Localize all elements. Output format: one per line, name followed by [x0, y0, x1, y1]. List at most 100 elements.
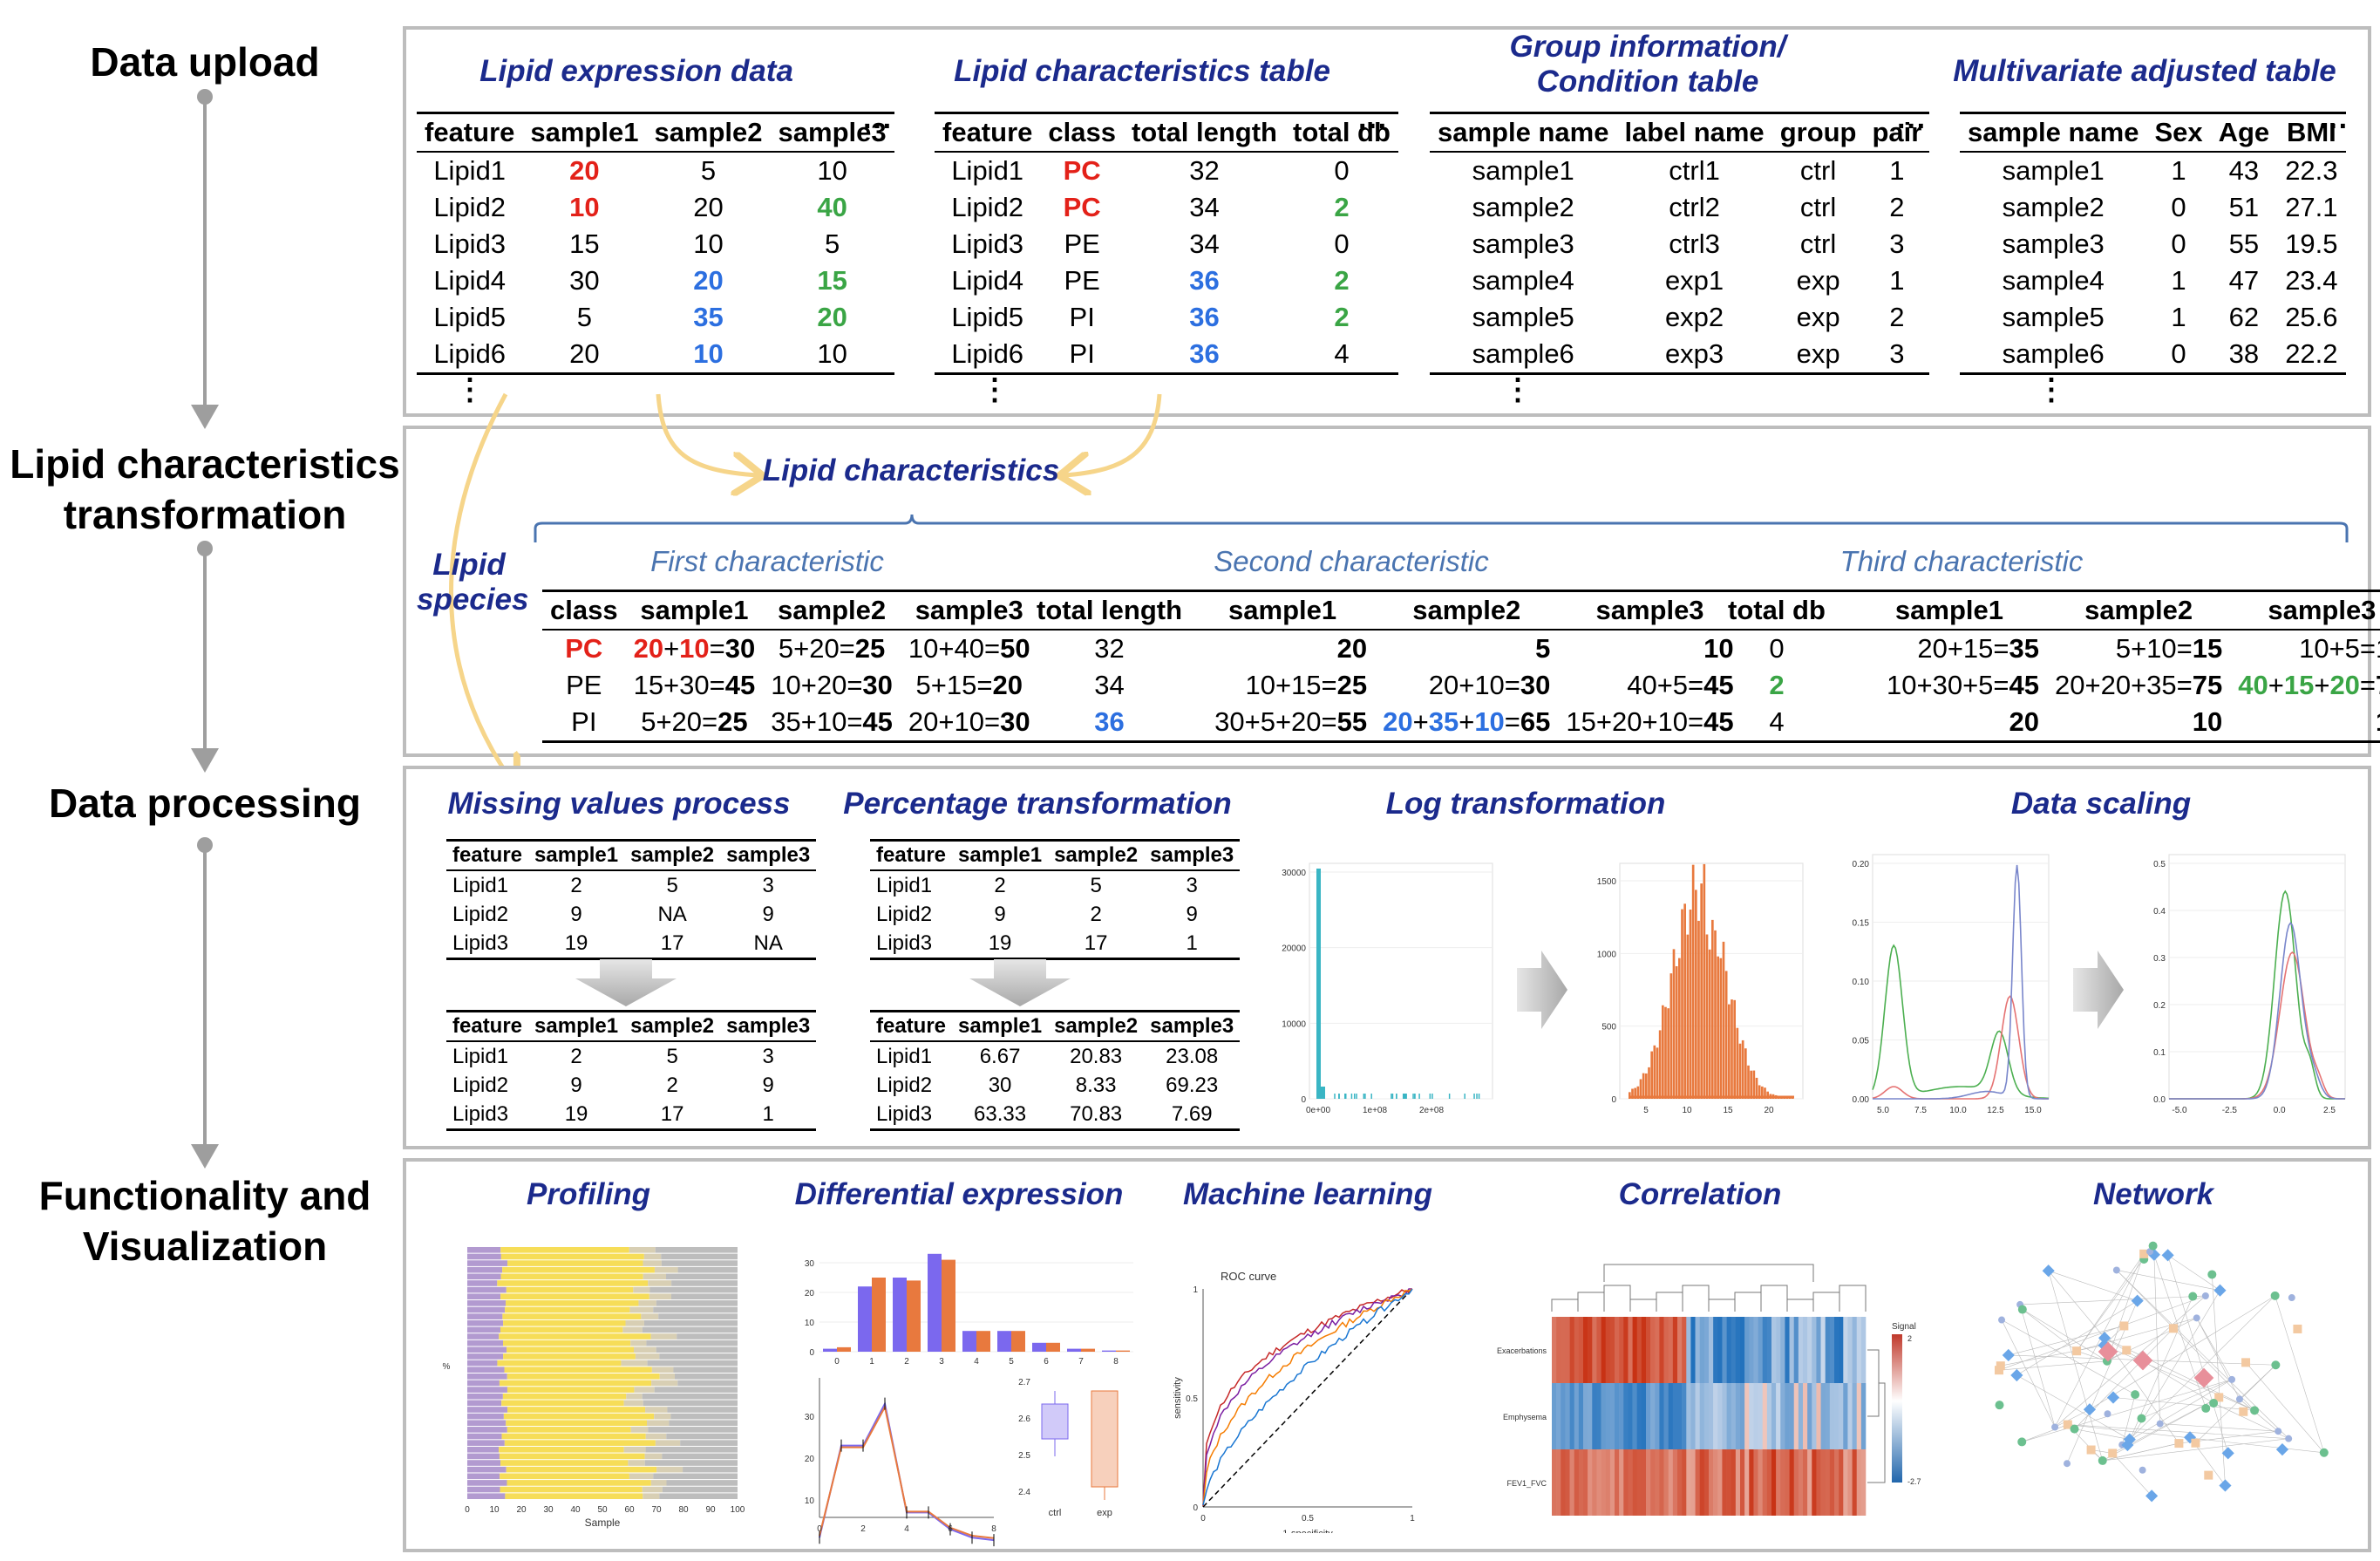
cell: 5+20=25: [778, 633, 886, 664]
table-row: sample3 ctrl3 ctrl 3: [1430, 226, 1929, 262]
cell: 9: [1186, 902, 1198, 926]
heatmap-cell: [1762, 1317, 1768, 1383]
heatmap-cell: [1713, 1317, 1718, 1383]
network-edge: [2104, 1338, 2179, 1444]
stacked-bar-segment: [499, 1333, 651, 1339]
network-edge: [2159, 1423, 2279, 1432]
header: sample2: [763, 590, 901, 631]
heatmap-cell: [1592, 1383, 1597, 1449]
heatmap-cell: [1556, 1449, 1561, 1516]
cell: Lipid3: [433, 228, 507, 259]
stacked-bar-segment: [467, 1293, 501, 1300]
stacked-bar-segment: [634, 1387, 655, 1393]
stacked-bar-segment: [500, 1253, 644, 1260]
stacked-bar-segment: [507, 1374, 660, 1380]
second-char-title: Second characteristic: [1214, 545, 1489, 577]
multi-hdots: ···: [2319, 110, 2349, 143]
cell: exp: [1796, 302, 1840, 332]
heatmap-cell: [1569, 1449, 1575, 1516]
network-node: [2139, 1466, 2146, 1474]
network-node: [2086, 1445, 2096, 1455]
cell: 0: [2171, 192, 2186, 222]
lipid-species-line2: species: [417, 583, 529, 617]
stacked-bar-segment: [467, 1319, 504, 1326]
heatmap-cell: [1578, 1449, 1584, 1516]
cell: 17: [624, 1100, 721, 1131]
stacked-bar-segment: [467, 1300, 507, 1306]
heatmap-cell: [1825, 1449, 1831, 1516]
lipid-species-title: Lipid species: [417, 548, 529, 617]
cell: 2: [1889, 302, 1905, 332]
heatmap-cell: [1843, 1317, 1848, 1383]
table-row: sample2 ctrl2 ctrl 2: [1430, 189, 1929, 226]
x-tick-label: 80: [678, 1505, 689, 1515]
expr-title: Lipid expression data: [479, 54, 793, 88]
stacked-bar-segment: [501, 1433, 646, 1440]
heatmap-cell: [1596, 1317, 1601, 1383]
cell: Lipid5: [433, 302, 507, 332]
heatmap-cell: [1588, 1449, 1593, 1516]
histogram-bar: [1724, 971, 1728, 1099]
stacked-bar-segment: [654, 1413, 671, 1420]
heatmap-cell: [1816, 1449, 1821, 1516]
y-tick-label: 2.6: [1018, 1414, 1030, 1424]
header: sample3: [1144, 839, 1241, 871]
missing-title: Missing values process: [447, 787, 791, 821]
network-node: [1994, 1366, 2003, 1375]
cell: 10: [770, 336, 894, 375]
multi-header: BMI: [2277, 112, 2346, 153]
cell: Lipid2: [452, 1073, 509, 1097]
cell: 0: [1769, 633, 1785, 664]
stacked-bar-segment: [499, 1453, 645, 1460]
heatmap-cell: [1843, 1383, 1848, 1449]
heatmap-cell: [1699, 1383, 1705, 1449]
stacked-bar-segment: [642, 1393, 738, 1400]
stacked-bar-segment: [641, 1313, 659, 1319]
heatmap-cell: [1749, 1317, 1754, 1383]
roc-chart: ROC curve 0 0.5 1 0 0.5 1 1-specificity sensitiv…: [1173, 1270, 1415, 1533]
heatmap-cell: [1632, 1383, 1638, 1449]
y-tick-label: 10: [805, 1496, 815, 1506]
x-tick-label: 100: [731, 1505, 745, 1515]
heatmap-cell: [1860, 1449, 1867, 1516]
x-tick-label: 4: [974, 1357, 979, 1367]
cell: 34: [1189, 192, 1220, 222]
network-edge: [2089, 1295, 2275, 1410]
cell: PE: [566, 670, 602, 700]
table-row: Lipid1 2 5 3: [870, 870, 1240, 900]
cell: Lipid2: [876, 1073, 933, 1097]
stacked-bar-segment: [467, 1400, 502, 1407]
heatmap-cell: [1682, 1383, 1687, 1449]
heatmap-cell: [1758, 1317, 1764, 1383]
cell: 30: [569, 265, 600, 296]
bar-exp: [1011, 1331, 1025, 1352]
heatmap-cell: [1776, 1383, 1781, 1449]
table-row: Lipid2 9 2 9: [446, 1071, 816, 1100]
stacked-bar-segment: [467, 1346, 507, 1353]
stacked-bar-segment: [638, 1300, 656, 1306]
x-tick-label: 10: [1682, 1106, 1692, 1115]
network-edge: [2153, 1254, 2207, 1409]
network-edge: [2239, 1365, 2276, 1400]
heatmap-cell: [1619, 1449, 1624, 1516]
heatmap-cell: [1803, 1383, 1808, 1449]
cell: 1: [720, 1100, 817, 1131]
network-node: [2174, 1439, 2184, 1449]
y-tick-label: 20: [805, 1289, 815, 1299]
plot-area: [1309, 862, 1493, 1100]
heatmap-cell: [1860, 1317, 1867, 1383]
network-node: [2137, 1414, 2146, 1423]
table-row: Lipid1 2 5 3: [446, 1041, 816, 1071]
heatmap-cell: [1659, 1383, 1664, 1449]
heatmap-cell: [1717, 1383, 1723, 1449]
heatmap-cell: [1740, 1449, 1745, 1516]
log-title: Log transformation: [1385, 787, 1666, 821]
cell: 15+30=45: [633, 670, 756, 700]
stacked-bar-segment: [635, 1353, 660, 1360]
log-transformed-histogram: 0 500 1000 1500 5 10 15 20: [1597, 862, 1804, 1115]
cell: 5: [1090, 873, 1102, 897]
cell: Lipid3: [951, 228, 1024, 259]
network-edge: [2076, 1350, 2108, 1362]
stacked-bar-segment: [467, 1273, 501, 1280]
x-tick-label: 5.0: [1877, 1106, 1889, 1115]
